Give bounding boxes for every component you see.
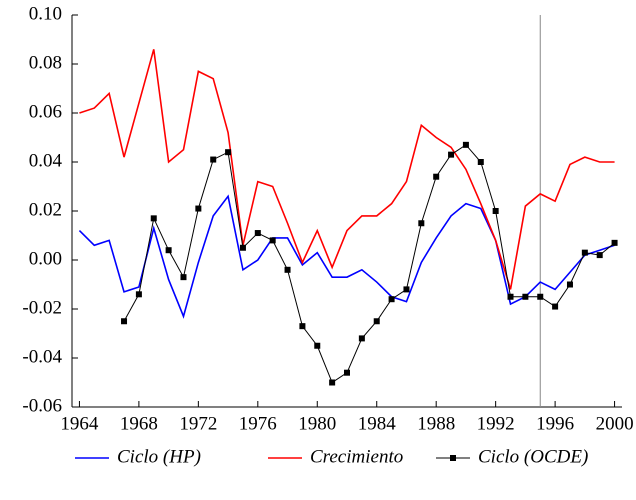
series-line — [79, 49, 615, 290]
legend-label: Crecimiento — [310, 446, 403, 467]
x-tick-label: 2000 — [596, 413, 634, 434]
series-line — [78, 194, 615, 319]
marker — [373, 318, 380, 325]
marker — [596, 252, 603, 259]
marker — [418, 220, 425, 227]
marker — [522, 293, 529, 300]
marker — [462, 141, 469, 148]
y-tick-label: -0.06 — [22, 395, 62, 416]
marker — [135, 291, 142, 298]
marker — [566, 281, 573, 288]
x-tick-label: 1988 — [417, 413, 455, 434]
marker — [299, 323, 306, 330]
x-tick-label: 1992 — [477, 413, 515, 434]
marker — [165, 247, 172, 254]
marker — [492, 208, 499, 214]
y-tick-label: 0.10 — [29, 3, 62, 24]
marker — [121, 318, 128, 325]
marker — [403, 286, 410, 293]
y-tick-label: 0.06 — [29, 101, 62, 122]
x-tick-label: 1968 — [120, 413, 158, 434]
y-tick-label: -0.04 — [22, 346, 62, 367]
x-tick-label: 1964 — [60, 413, 99, 434]
marker — [210, 156, 217, 163]
marker — [433, 173, 440, 180]
marker — [388, 296, 395, 303]
x-tick-label: 1996 — [536, 413, 574, 434]
y-tick-label: 0.00 — [29, 248, 62, 269]
x-tick-label: 1980 — [298, 413, 336, 434]
legend-label: Ciclo (OCDE) — [478, 446, 588, 467]
marker — [314, 342, 321, 349]
marker — [477, 159, 484, 165]
legend-label: Ciclo (HP) — [117, 446, 201, 467]
marker — [269, 237, 276, 244]
y-tick-label: 0.04 — [29, 150, 63, 171]
marker — [150, 215, 157, 222]
x-tick-label: 1972 — [179, 413, 217, 434]
marker — [239, 244, 246, 251]
marker — [195, 205, 202, 212]
marker — [344, 369, 350, 376]
marker — [329, 379, 336, 386]
marker — [358, 335, 365, 342]
marker — [284, 266, 291, 273]
marker — [611, 239, 618, 246]
x-tick-label: 1984 — [358, 413, 397, 434]
marker — [448, 151, 455, 158]
y-tick-label: 0.08 — [29, 52, 62, 73]
marker — [581, 249, 588, 256]
marker — [225, 149, 232, 156]
y-tick-label: -0.02 — [22, 297, 62, 318]
marker — [552, 303, 559, 310]
series-line — [123, 144, 615, 384]
x-tick-label: 1976 — [239, 413, 277, 434]
marker — [254, 230, 261, 237]
legend-marker — [450, 455, 456, 461]
y-tick-label: 0.02 — [29, 199, 62, 220]
marker — [180, 274, 187, 281]
marker — [537, 293, 544, 300]
marker — [507, 293, 514, 300]
